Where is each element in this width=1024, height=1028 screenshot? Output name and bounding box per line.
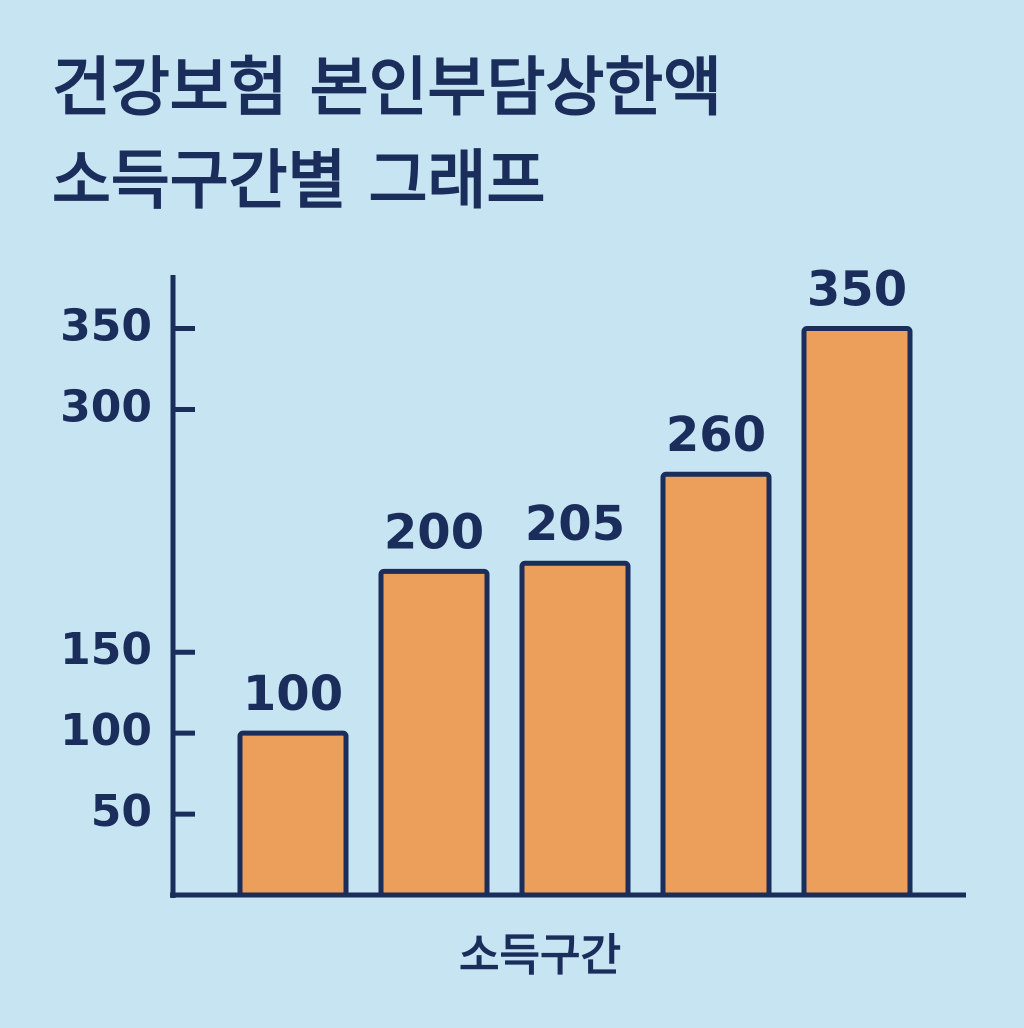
bar: [237, 730, 349, 898]
chart-title: 건강보험 본인부담상한액: [52, 52, 722, 126]
x-axis-label: 소득구간: [459, 930, 621, 981]
bar: [378, 568, 490, 898]
data-label: 205: [525, 496, 625, 552]
data-label: 260: [666, 407, 766, 463]
data-label: 100: [243, 666, 343, 722]
bar: [801, 326, 913, 898]
y-tick-label: 150: [60, 624, 152, 675]
y-tick-label: 100: [60, 705, 152, 756]
y-tick-label: 300: [60, 381, 152, 432]
bar: [660, 471, 772, 898]
data-label: 350: [807, 262, 907, 318]
data-label: 200: [384, 504, 484, 560]
y-tick-label: 50: [91, 786, 152, 837]
bar: [519, 560, 631, 898]
y-tick-label: 350: [60, 301, 152, 352]
chart-title: 소득구간별 그래프: [52, 145, 545, 219]
